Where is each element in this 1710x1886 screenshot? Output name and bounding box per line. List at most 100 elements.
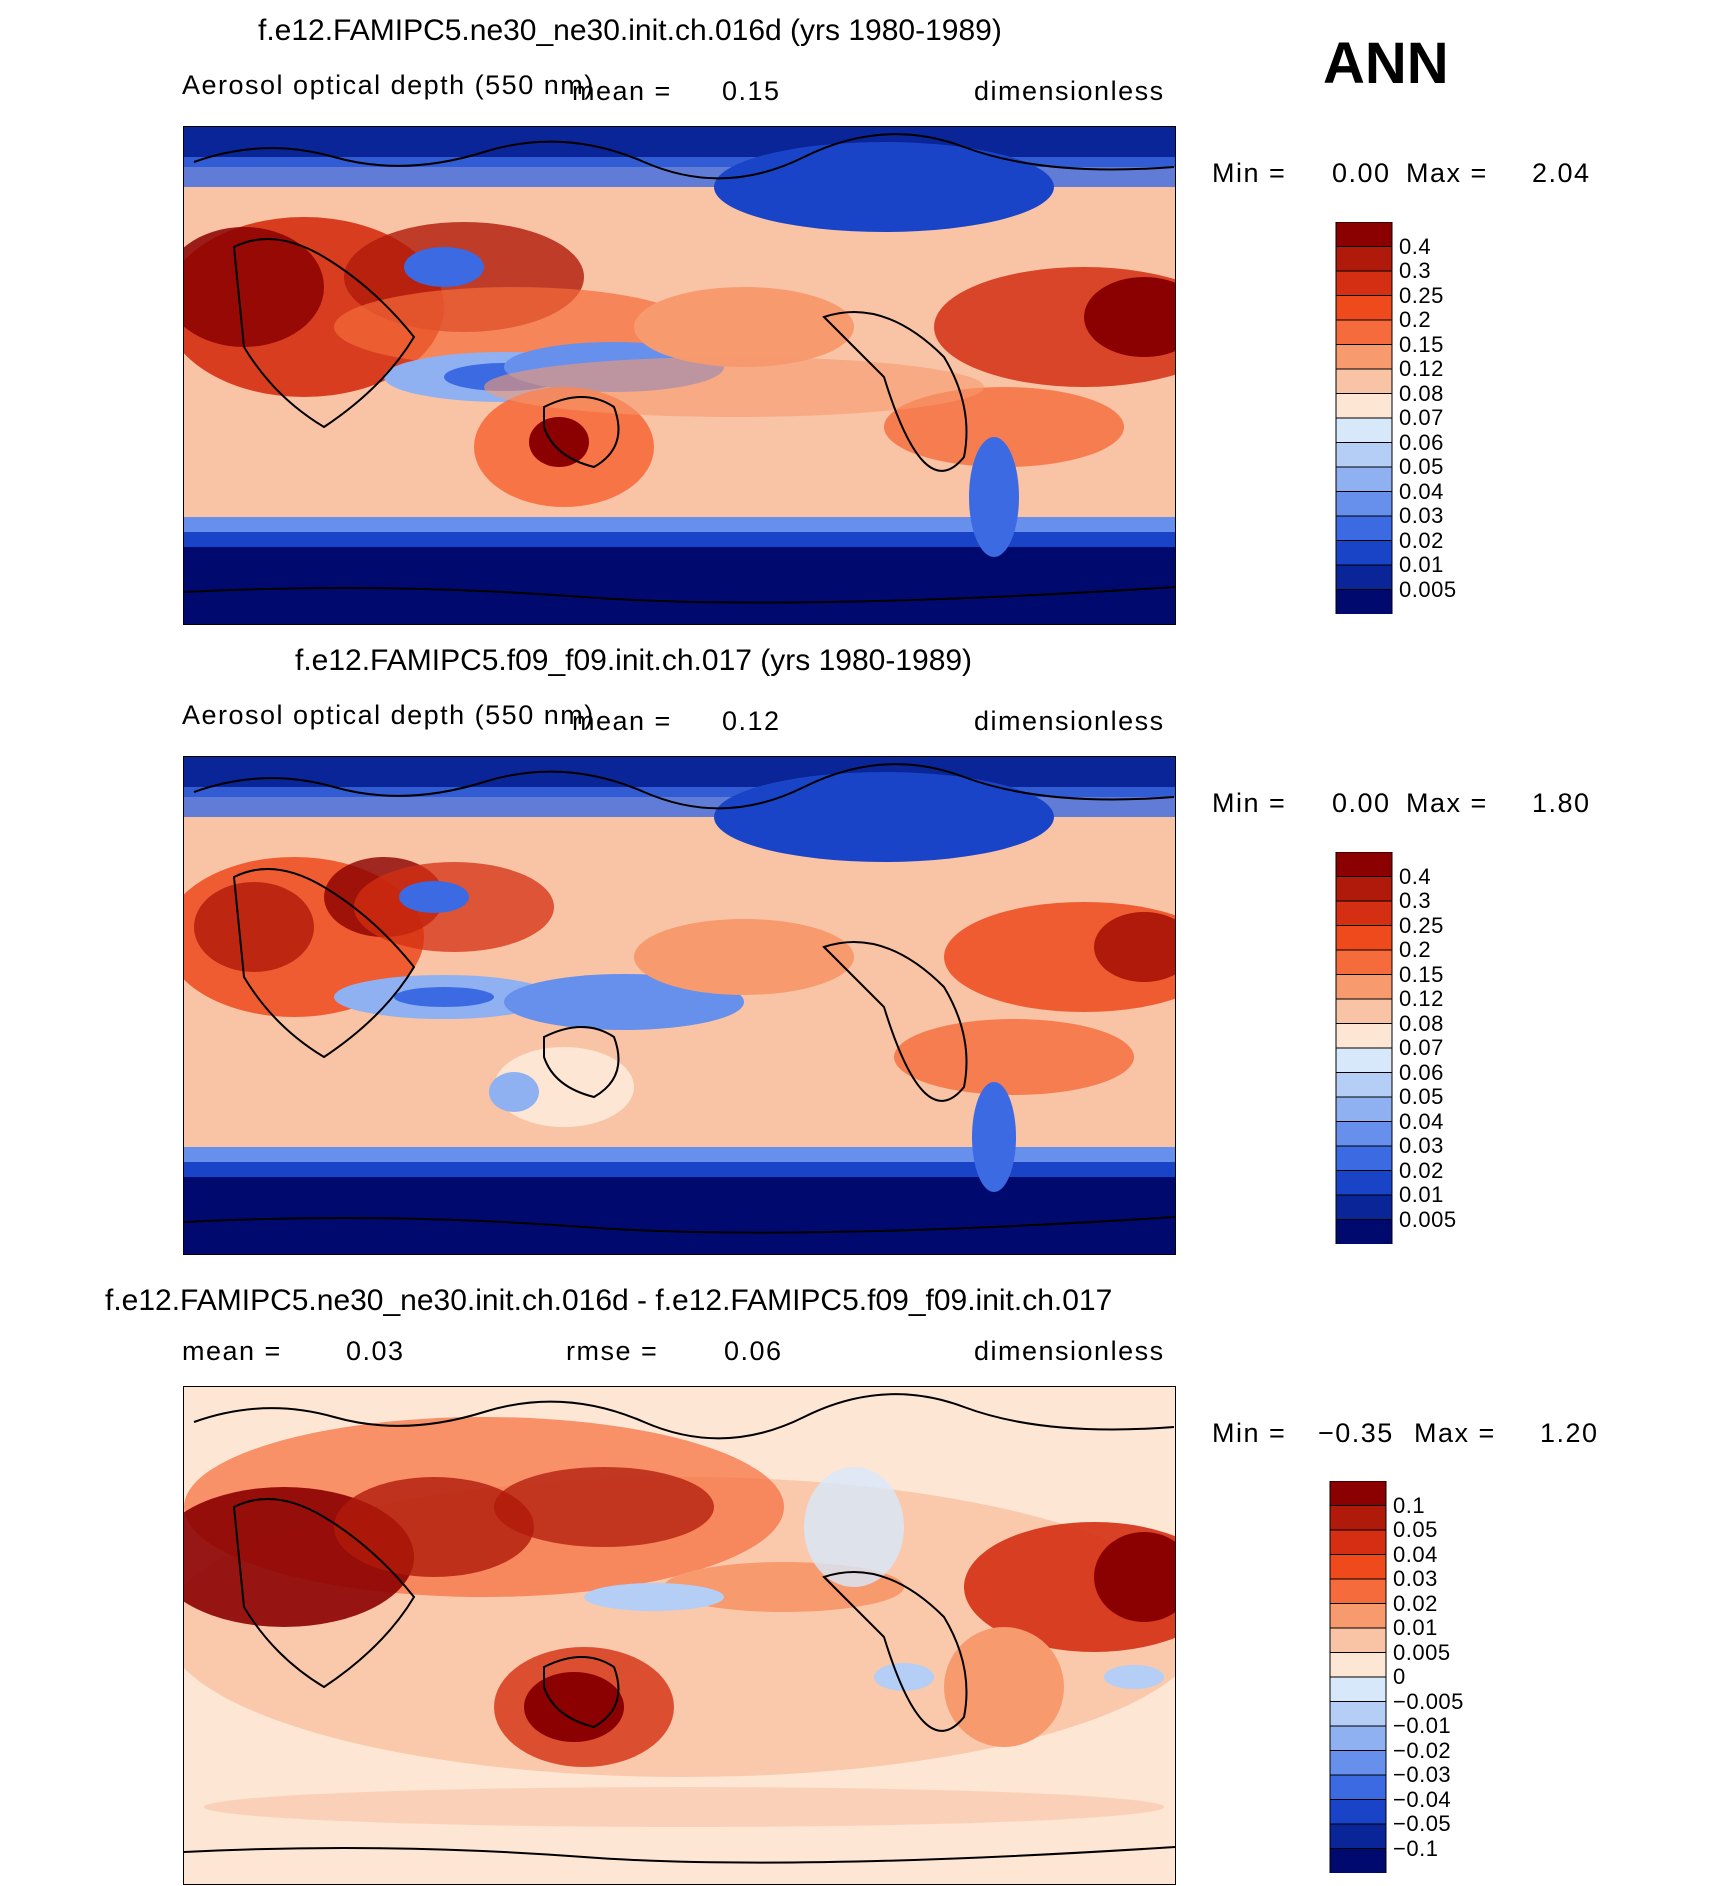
colorbar-box bbox=[1335, 417, 1393, 444]
panel2-colorbar: 0.4 0.3 0.25 0.2 0.15 0.12 0.08 0.07 0.06 0.05 0.0… bbox=[1335, 851, 1456, 1245]
colorbar-level-label: −0.02 bbox=[1393, 1737, 1452, 1763]
panel1-min-value: 0.00 bbox=[1332, 158, 1391, 188]
panel2-min-value: 0.00 bbox=[1332, 788, 1391, 818]
panel2-map bbox=[183, 756, 1176, 1255]
colorbar-level-label: 0.12 bbox=[1399, 356, 1444, 381]
colorbar-box bbox=[1335, 876, 1393, 902]
panel3-map bbox=[183, 1386, 1176, 1885]
colorbar-box bbox=[1335, 368, 1393, 395]
colorbar-level-label: 0.07 bbox=[1399, 405, 1444, 430]
panel3-max-label: Max = bbox=[1414, 1418, 1496, 1448]
colorbar-level-label: 0.01 bbox=[1399, 552, 1444, 577]
panel2-mean-label: mean = bbox=[572, 706, 672, 736]
colorbar-box bbox=[1335, 540, 1393, 566]
colorbar-level-label: 0.08 bbox=[1399, 1010, 1444, 1036]
panel1-max-value: 2.04 bbox=[1532, 158, 1591, 188]
panel1-colorbar: 0.4 0.3 0.25 0.2 0.15 0.12 0.08 0.07 0.06 0.05 0.0… bbox=[1335, 221, 1456, 615]
colorbar-box bbox=[1329, 1627, 1387, 1654]
colorbar-level-label: 0.1 bbox=[1393, 1492, 1426, 1518]
colorbar-level-label: 0.4 bbox=[1399, 863, 1432, 889]
colorbar-level-label: 0.12 bbox=[1399, 986, 1444, 1011]
season-label: ANN bbox=[1323, 31, 1449, 96]
colorbar-box bbox=[1335, 949, 1393, 976]
colorbar-level-label: 0.25 bbox=[1399, 912, 1444, 938]
colorbar-box bbox=[1335, 1023, 1393, 1049]
colorbar-box bbox=[1335, 1121, 1393, 1147]
colorbar-level-label: −0.005 bbox=[1393, 1688, 1464, 1714]
panel3-rmse-value: 0.06 bbox=[724, 1336, 783, 1366]
colorbar-level-label: 0.02 bbox=[1393, 1590, 1438, 1616]
colorbar-box bbox=[1335, 1047, 1393, 1074]
colorbar-box bbox=[1335, 1096, 1393, 1123]
colorbar-level-label: 0.06 bbox=[1399, 429, 1444, 455]
colorbar-box bbox=[1335, 1219, 1393, 1245]
colorbar-level-label: 0.01 bbox=[1399, 1182, 1444, 1207]
colorbar-box bbox=[1335, 925, 1393, 951]
colorbar-level-label: 0.02 bbox=[1399, 1157, 1444, 1183]
colorbar-level-label: 0.05 bbox=[1399, 454, 1444, 479]
colorbar-box bbox=[1329, 1676, 1387, 1703]
colorbar-box bbox=[1329, 1505, 1387, 1531]
colorbar-level-label: 0.06 bbox=[1399, 1059, 1444, 1085]
colorbar-box bbox=[1335, 295, 1393, 321]
colorbar-level-label: 0.15 bbox=[1399, 331, 1444, 357]
panel2-min-label: Min = bbox=[1212, 788, 1287, 818]
colorbar-box bbox=[1335, 515, 1393, 542]
panel1-mean-value: 0.15 bbox=[722, 76, 781, 106]
panel2-max-value: 1.80 bbox=[1532, 788, 1591, 818]
colorbar-level-label: 0.03 bbox=[1393, 1566, 1438, 1591]
colorbar-level-label: 0.005 bbox=[1399, 1206, 1457, 1232]
colorbar-level-label: 0.005 bbox=[1399, 576, 1457, 602]
colorbar-box bbox=[1329, 1603, 1387, 1629]
panel3-rmse-label: rmse = bbox=[566, 1336, 659, 1366]
colorbar-level-label: 0.01 bbox=[1393, 1615, 1438, 1640]
colorbar-box bbox=[1335, 974, 1393, 1000]
colorbar-box bbox=[1335, 564, 1393, 591]
colorbar-level-label: 0.3 bbox=[1399, 258, 1432, 283]
colorbar-box bbox=[1335, 1194, 1393, 1221]
panel1-title: f.e12.FAMIPC5.ne30_ne30.init.ch.016d (yr… bbox=[258, 14, 1002, 47]
panel1-units: dimensionless bbox=[974, 76, 1165, 106]
colorbar-level-label: −0.04 bbox=[1393, 1786, 1452, 1812]
panel3-mean-value: 0.03 bbox=[346, 1336, 405, 1366]
colorbar-box bbox=[1329, 1701, 1387, 1727]
panel2-max-label: Max = bbox=[1406, 788, 1488, 818]
panel2-variable: Aerosol optical depth (550 nm) bbox=[182, 700, 595, 730]
colorbar-level-label: 0.2 bbox=[1399, 307, 1432, 332]
colorbar-level-label: −0.05 bbox=[1393, 1811, 1452, 1836]
colorbar-box bbox=[1329, 1750, 1387, 1776]
colorbar-box bbox=[1335, 491, 1393, 517]
colorbar-level-label: 0 bbox=[1393, 1664, 1406, 1689]
colorbar-box bbox=[1329, 1529, 1387, 1556]
colorbar-box bbox=[1329, 1554, 1387, 1580]
panel3-max-value: 1.20 bbox=[1540, 1418, 1599, 1448]
colorbar-box bbox=[1329, 1578, 1387, 1605]
colorbar-level-label: 0.3 bbox=[1399, 888, 1432, 913]
colorbar-level-label: 0.05 bbox=[1393, 1517, 1438, 1542]
panel2-mean-value: 0.12 bbox=[722, 706, 781, 736]
colorbar-box bbox=[1329, 1652, 1387, 1678]
colorbar-box bbox=[1335, 1170, 1393, 1196]
colorbar-level-label: 0.2 bbox=[1399, 937, 1432, 962]
colorbar-box bbox=[1335, 344, 1393, 370]
colorbar-level-label: −0.03 bbox=[1393, 1762, 1452, 1787]
colorbar-box bbox=[1329, 1480, 1387, 1507]
panel2-units: dimensionless bbox=[974, 706, 1165, 736]
colorbar-level-label: 0.02 bbox=[1399, 527, 1444, 553]
colorbar-level-label: −0.01 bbox=[1393, 1713, 1452, 1738]
colorbar-box bbox=[1335, 900, 1393, 927]
colorbar-box bbox=[1329, 1823, 1387, 1850]
colorbar-box bbox=[1335, 1145, 1393, 1172]
panel1-min-label: Min = bbox=[1212, 158, 1287, 188]
colorbar-level-label: −0.1 bbox=[1393, 1835, 1439, 1861]
panel3-mean-label: mean = bbox=[182, 1336, 282, 1366]
panel1-variable: Aerosol optical depth (550 nm) bbox=[182, 70, 595, 100]
colorbar-level-label: 0.04 bbox=[1399, 1108, 1444, 1134]
panel1-max-label: Max = bbox=[1406, 158, 1488, 188]
colorbar-level-label: 0.04 bbox=[1393, 1541, 1438, 1567]
colorbar-box bbox=[1329, 1774, 1387, 1801]
colorbar-box bbox=[1335, 851, 1393, 878]
colorbar-box bbox=[1329, 1848, 1387, 1874]
colorbar-level-label: 0.08 bbox=[1399, 380, 1444, 406]
colorbar-box bbox=[1335, 1072, 1393, 1098]
